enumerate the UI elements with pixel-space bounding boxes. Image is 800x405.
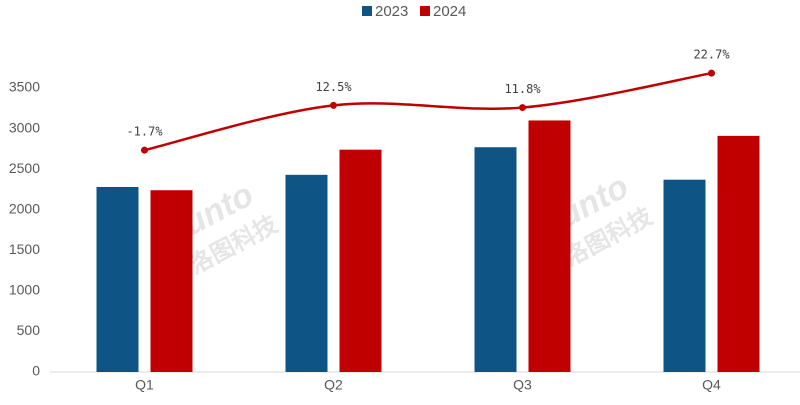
- bar: [339, 149, 382, 372]
- bar: [528, 120, 571, 372]
- data-label: 11.8%: [504, 82, 541, 96]
- line-marker: [708, 69, 715, 77]
- line-marker: [141, 146, 148, 154]
- legend-swatch: [362, 6, 372, 16]
- bar: [474, 147, 517, 372]
- legend-swatch: [420, 6, 430, 16]
- data-label: 22.7%: [693, 48, 730, 62]
- bar: [663, 179, 706, 372]
- x-tick-label: Q4: [702, 377, 721, 393]
- bar: [150, 190, 193, 372]
- y-tick-label: 1000: [9, 282, 40, 298]
- y-tick-label: 3500: [9, 79, 40, 95]
- legend-label: 2023: [375, 3, 408, 20]
- bar: [285, 174, 328, 372]
- y-tick-label: 3000: [9, 119, 40, 135]
- y-tick-label: 2000: [9, 200, 40, 216]
- y-tick-label: 1500: [9, 241, 40, 257]
- y-tick-label: 0: [32, 363, 40, 379]
- bar: [717, 135, 760, 372]
- line-marker: [519, 104, 526, 112]
- line-marker: [330, 101, 337, 109]
- data-label: -1.7%: [126, 125, 163, 139]
- bar: [96, 186, 139, 372]
- x-tick-label: Q1: [135, 377, 154, 393]
- data-label: 12.5%: [315, 80, 352, 94]
- x-tick-label: Q3: [513, 377, 532, 393]
- y-tick-label: 2500: [9, 160, 40, 176]
- x-tick-label: Q2: [324, 377, 343, 393]
- growth-line: [144, 71, 712, 152]
- y-tick-label: 500: [17, 322, 41, 338]
- legend-label: 2024: [433, 3, 466, 20]
